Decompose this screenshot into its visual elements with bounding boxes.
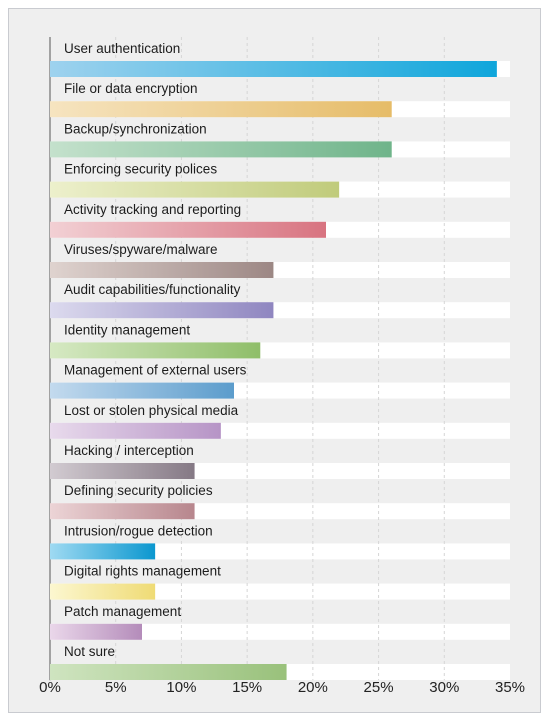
category-label: Digital rights management bbox=[64, 564, 221, 579]
bar bbox=[50, 181, 340, 198]
bar bbox=[50, 583, 156, 600]
category-label: Backup/synchronization bbox=[64, 121, 207, 136]
category-label: Enforcing security polices bbox=[64, 162, 217, 177]
category-label: Patch management bbox=[64, 604, 181, 619]
category-label: Lost or stolen physical media bbox=[64, 403, 239, 418]
category-labels: User authentication File or data encrypti… bbox=[64, 41, 247, 659]
bar bbox=[50, 221, 326, 238]
x-tick-label: 5% bbox=[105, 679, 127, 696]
bar-chart: User authentication File or data encrypti… bbox=[39, 37, 525, 696]
x-tick-label: 15% bbox=[232, 679, 262, 696]
category-label: Viruses/spyware/malware bbox=[64, 242, 218, 257]
x-tick-label: 30% bbox=[429, 679, 459, 696]
x-tick-label: 10% bbox=[166, 679, 196, 696]
bar bbox=[50, 382, 234, 399]
bar bbox=[50, 101, 392, 118]
bars bbox=[50, 61, 497, 680]
category-label: File or data encryption bbox=[64, 81, 198, 96]
bar bbox=[50, 664, 287, 680]
bar bbox=[50, 141, 392, 158]
row-band bbox=[50, 583, 510, 600]
bar bbox=[50, 422, 221, 439]
bar bbox=[50, 623, 142, 640]
bar bbox=[50, 302, 274, 319]
bar bbox=[50, 61, 497, 77]
x-tick-label: 35% bbox=[495, 679, 525, 696]
x-tick-label: 20% bbox=[298, 679, 328, 696]
category-label: Not sure bbox=[64, 644, 115, 659]
x-tick-label: 0% bbox=[39, 679, 61, 696]
category-label: Management of external users bbox=[64, 363, 247, 378]
x-axis-ticks: 0% 5% 10% 15% 20% 25% 30% 35% bbox=[39, 679, 525, 696]
bar bbox=[50, 543, 156, 560]
category-label: Defining security policies bbox=[64, 483, 213, 498]
category-label: Activity tracking and reporting bbox=[64, 202, 241, 217]
bar bbox=[50, 342, 261, 359]
category-label: Identity management bbox=[64, 322, 190, 337]
category-label: Intrusion/rogue detection bbox=[64, 523, 213, 538]
category-label: Hacking / interception bbox=[64, 443, 194, 458]
category-label: Audit capabilities/functionality bbox=[64, 282, 241, 297]
row-band bbox=[50, 623, 510, 640]
bar bbox=[50, 463, 195, 479]
x-tick-label: 25% bbox=[364, 679, 394, 696]
bar bbox=[50, 262, 274, 278]
category-label: User authentication bbox=[64, 41, 180, 56]
chart-frame: User authentication File or data encrypti… bbox=[8, 8, 541, 713]
bar bbox=[50, 503, 195, 520]
row-band bbox=[50, 543, 510, 560]
